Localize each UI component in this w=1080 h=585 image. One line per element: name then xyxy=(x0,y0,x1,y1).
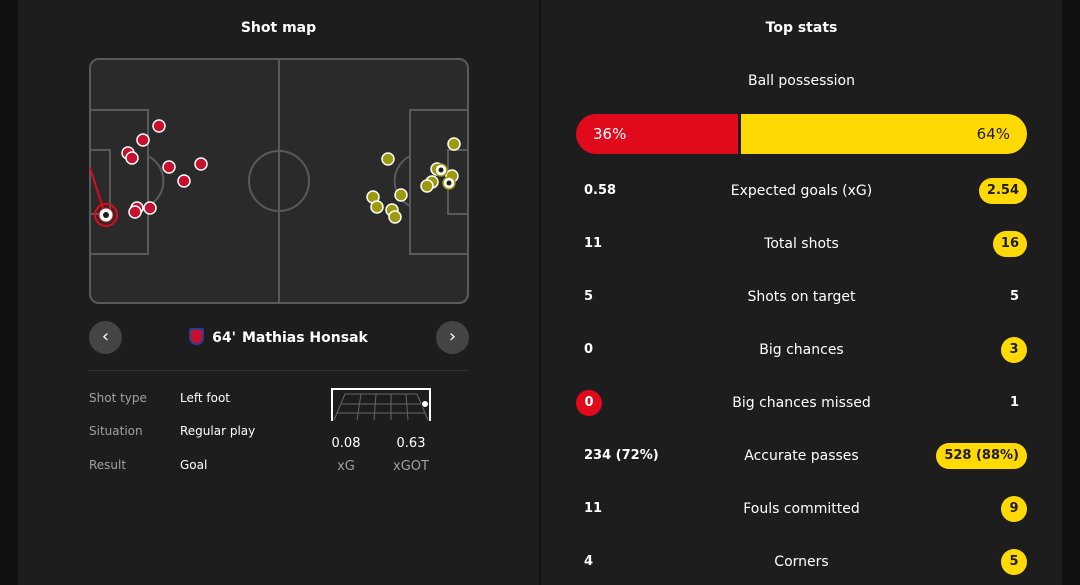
possession-away: 64% xyxy=(741,114,1027,154)
stat-name: Big chances missed xyxy=(732,395,871,411)
stat-home-value: 4 xyxy=(584,554,594,569)
stat-row: Big chances missed 0 1 xyxy=(576,390,1027,420)
chevron-right-icon: › xyxy=(448,326,457,347)
next-shot-button[interactable]: › xyxy=(436,321,469,354)
result-label: Result xyxy=(89,458,127,472)
shot-marker xyxy=(128,205,142,219)
stat-away-value: 16 xyxy=(992,231,1027,257)
stat-home-value: 11 xyxy=(584,501,603,516)
stat-away-value: 528 (88%) xyxy=(936,443,1027,469)
player-name: Mathias Honsak xyxy=(241,330,368,346)
xg-label: xG xyxy=(337,459,355,474)
stat-away-value: 2.54 xyxy=(978,178,1027,204)
previous-shot-button[interactable]: ‹ xyxy=(89,321,122,354)
shot-minute: 64' xyxy=(212,330,236,346)
possession-label: Ball possession xyxy=(748,73,855,89)
shot-marker xyxy=(381,152,395,166)
stat-row: Accurate passes 234 (72%) 528 (88%) xyxy=(576,443,1027,473)
goal-frame-icon xyxy=(331,388,431,424)
top-stats-panel: Top stats Ball possession 36% 64% Expect… xyxy=(541,0,1062,585)
stat-home-value: 5 xyxy=(584,289,594,304)
stat-away-value: 3 xyxy=(1001,337,1027,363)
stat-name: Expected goals (xG) xyxy=(730,183,873,199)
shot-type-label: Shot type xyxy=(89,391,147,405)
possession-bar: 36% 64% xyxy=(576,114,1027,154)
stat-name: Big chances xyxy=(759,342,844,358)
stat-name: Total shots xyxy=(764,236,839,252)
shot-marker xyxy=(143,201,157,215)
stat-home-value: 0 xyxy=(584,342,594,357)
team-crest-icon xyxy=(189,328,205,345)
shot-marker xyxy=(177,174,191,188)
chevron-left-icon: ‹ xyxy=(101,326,110,347)
shot-marker xyxy=(125,151,139,165)
shot-marker xyxy=(136,133,150,147)
stat-row: Shots on target 5 5 xyxy=(576,284,1027,314)
situation-label: Situation xyxy=(89,424,143,438)
home-shots xyxy=(121,119,208,219)
shot-marker xyxy=(388,210,402,224)
stat-home-value: 11 xyxy=(584,236,603,251)
stat-row: Big chances 0 3 xyxy=(576,337,1027,367)
xgot-value: 0.63 xyxy=(396,436,426,451)
stat-row: Fouls committed 11 9 xyxy=(576,496,1027,526)
stat-away-value: 1 xyxy=(1009,395,1019,410)
stat-away-value: 5 xyxy=(1001,549,1027,575)
possession-home: 36% xyxy=(576,114,738,154)
selected-shot-marker xyxy=(94,203,118,227)
result-value: Goal xyxy=(180,458,208,472)
shot-type-value: Left foot xyxy=(180,391,231,405)
shot-marker xyxy=(370,200,384,214)
xg-value: 0.08 xyxy=(331,436,361,451)
stat-row: Expected goals (xG) 0.58 2.54 xyxy=(576,178,1027,208)
stat-home-value: 0 xyxy=(576,390,602,416)
stat-name: Fouls committed xyxy=(743,501,860,517)
xgot-label: xGOT xyxy=(393,459,429,474)
stat-away-value: 9 xyxy=(1001,496,1027,522)
divider xyxy=(89,370,469,371)
shot-map-pitch xyxy=(89,58,469,304)
stat-name: Shots on target xyxy=(747,289,856,305)
top-stats-title: Top stats xyxy=(765,20,838,36)
stat-home-value: 0.58 xyxy=(584,183,617,198)
shot-map-title: Shot map xyxy=(240,20,317,36)
shot-map-panel: Shot map xyxy=(18,0,539,585)
shot-marker xyxy=(394,188,408,202)
shot-marker xyxy=(162,160,176,174)
shot-marker xyxy=(447,137,461,151)
stat-name: Corners xyxy=(774,554,829,570)
shot-marker xyxy=(152,119,166,133)
selected-shot-player: 64' Mathias Honsak xyxy=(18,328,539,346)
stat-away-value: 5 xyxy=(1009,289,1019,304)
stat-home-value: 234 (72%) xyxy=(584,448,659,463)
stat-row: Corners 4 5 xyxy=(576,549,1027,579)
shot-marker xyxy=(194,157,208,171)
stat-name: Accurate passes xyxy=(744,448,859,464)
situation-value: Regular play xyxy=(180,424,256,438)
stat-row: Total shots 11 16 xyxy=(576,231,1027,261)
ball-icon xyxy=(103,212,109,218)
shot-marker xyxy=(420,179,434,193)
